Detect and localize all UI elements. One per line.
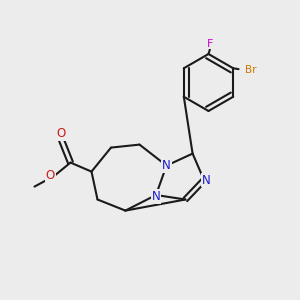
Text: F: F xyxy=(207,38,213,49)
Text: Br: Br xyxy=(245,65,257,75)
Text: N: N xyxy=(152,190,160,203)
Text: N: N xyxy=(202,173,211,187)
Text: O: O xyxy=(46,169,55,182)
Text: O: O xyxy=(56,127,65,140)
Text: N: N xyxy=(162,159,171,172)
